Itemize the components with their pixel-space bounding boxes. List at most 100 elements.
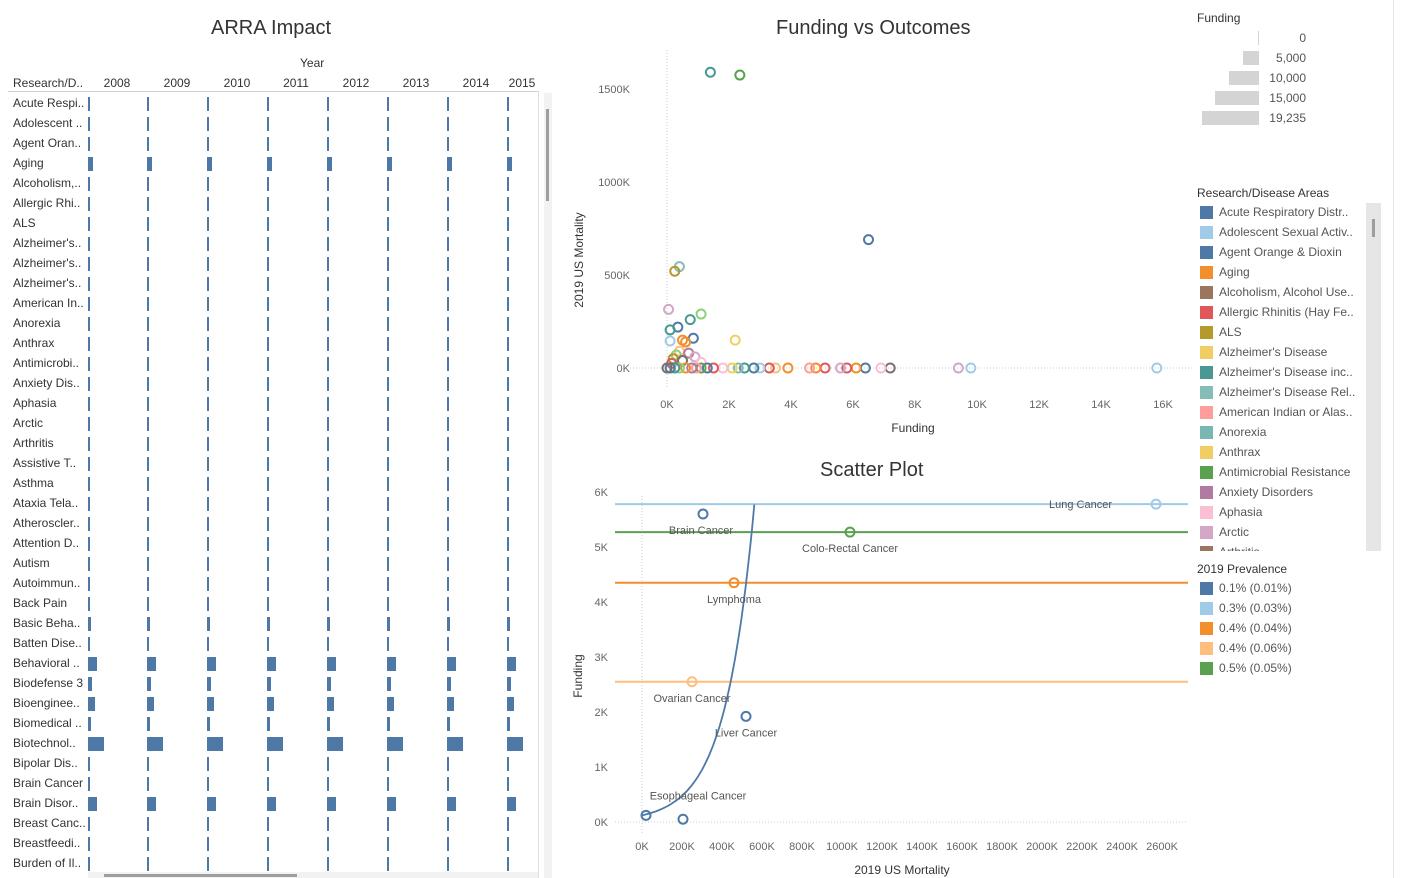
arra-bar[interactable] — [327, 137, 329, 151]
arra-bar[interactable] — [207, 757, 209, 771]
arra-bar[interactable] — [88, 597, 90, 611]
arra-bar[interactable] — [507, 217, 509, 231]
scatter-point[interactable] — [686, 676, 698, 688]
arra-bar[interactable] — [507, 777, 509, 791]
arra-bar[interactable] — [267, 557, 269, 571]
arra-bar[interactable] — [447, 177, 449, 191]
arra-row-label[interactable]: Autism — [13, 556, 50, 570]
fvo-point[interactable] — [734, 69, 746, 81]
arra-bar[interactable] — [387, 277, 389, 291]
arra-bar[interactable] — [507, 97, 509, 111]
fvo-point[interactable] — [859, 362, 871, 374]
arra-bar[interactable] — [447, 477, 449, 491]
arra-bar[interactable] — [88, 257, 90, 271]
arra-bar[interactable] — [507, 537, 509, 551]
fvo-point[interactable] — [689, 351, 701, 363]
arra-bar[interactable] — [88, 457, 90, 471]
arra-bar[interactable] — [207, 257, 209, 271]
arra-bar[interactable] — [267, 497, 269, 511]
fvo-point[interactable] — [804, 362, 816, 374]
arra-bar[interactable] — [327, 357, 329, 371]
arra-bar[interactable] — [207, 697, 214, 711]
arra-bar[interactable] — [507, 837, 509, 851]
arra-bar[interactable] — [207, 377, 209, 391]
arra-bar[interactable] — [327, 817, 329, 831]
arra-bar[interactable] — [387, 97, 389, 111]
arra-bar[interactable] — [147, 497, 149, 511]
arra-bar[interactable] — [447, 697, 454, 711]
arra-bar[interactable] — [447, 657, 456, 671]
arra-bar[interactable] — [387, 437, 389, 451]
arra-bar[interactable] — [267, 837, 269, 851]
arra-bar[interactable] — [147, 137, 149, 151]
funding-vs-outcomes-chart[interactable]: 0K 2K 4K 6K 8K 10K 12K 14K 16K 0K 500K 1000K 1500K F… — [560, 40, 1200, 440]
fvo-point[interactable] — [664, 335, 676, 347]
arra-bar[interactable] — [207, 677, 211, 691]
arra-bar[interactable] — [387, 197, 389, 211]
arra-bar[interactable] — [267, 357, 269, 371]
arra-bar[interactable] — [447, 637, 449, 651]
arra-bar[interactable] — [147, 517, 149, 531]
arra-bar[interactable] — [327, 537, 329, 551]
arra-bar[interactable] — [447, 577, 449, 591]
arra-row-label[interactable]: Anxiety Dis.. — [13, 376, 80, 390]
arra-bar[interactable] — [327, 717, 330, 731]
arra-row-label[interactable]: Biomedical .. — [13, 716, 82, 730]
arra-bar[interactable] — [267, 237, 269, 251]
arra-bar[interactable] — [147, 177, 149, 191]
arra-bar[interactable] — [147, 97, 149, 111]
arra-bar[interactable] — [267, 817, 269, 831]
arra-bar[interactable] — [207, 117, 209, 131]
arra-bar[interactable] — [267, 717, 270, 731]
arra-bar[interactable] — [267, 577, 269, 591]
scatter-point[interactable] — [640, 809, 652, 821]
arra-bar[interactable] — [507, 857, 509, 871]
arra-bar[interactable] — [447, 857, 449, 871]
arra-bar[interactable] — [387, 537, 389, 551]
arra-bar[interactable] — [507, 137, 509, 151]
year-header-2014[interactable]: 2014 — [462, 76, 490, 90]
arra-bar[interactable] — [507, 757, 509, 771]
year-header-2011[interactable]: 2011 — [283, 76, 309, 90]
arra-bar[interactable] — [88, 777, 90, 791]
arra-bar[interactable] — [147, 657, 156, 671]
arra-bar[interactable] — [147, 717, 150, 731]
arra-bar[interactable] — [327, 597, 329, 611]
fvo-point[interactable] — [782, 362, 794, 374]
arra-bar[interactable] — [507, 417, 509, 431]
arra-bar[interactable] — [387, 797, 396, 811]
arra-row-label[interactable]: Back Pain — [13, 596, 68, 610]
arra-bar[interactable] — [267, 397, 269, 411]
arra-row-label[interactable]: Biodefense 3 — [13, 676, 84, 690]
arra-bar[interactable] — [447, 317, 449, 331]
arra-bar[interactable] — [507, 577, 509, 591]
arra-bar[interactable] — [207, 397, 209, 411]
arra-bar[interactable] — [147, 337, 149, 351]
arra-bar[interactable] — [267, 297, 269, 311]
arra-bar[interactable] — [327, 617, 330, 631]
fvo-point[interactable] — [664, 324, 676, 336]
arra-bar[interactable] — [387, 117, 389, 131]
arra-bar[interactable] — [88, 857, 90, 871]
arra-bar[interactable] — [88, 297, 90, 311]
arra-bar[interactable] — [147, 577, 149, 591]
arra-bar[interactable] — [327, 317, 329, 331]
arra-bar[interactable] — [147, 317, 149, 331]
arra-bar[interactable] — [447, 837, 449, 851]
arra-bar[interactable] — [387, 677, 391, 691]
arra-bar[interactable] — [147, 737, 163, 751]
arra-bar[interactable] — [147, 457, 149, 471]
arra-bar[interactable] — [447, 377, 449, 391]
arra-bar[interactable] — [387, 357, 389, 371]
arra-bar[interactable] — [387, 457, 389, 471]
arra-bar[interactable] — [147, 857, 149, 871]
arra-row-label[interactable]: Alcoholism,.. — [13, 176, 82, 190]
fvo-point[interactable] — [686, 362, 698, 374]
fvo-point[interactable] — [763, 362, 775, 374]
arra-bar[interactable] — [327, 337, 329, 351]
fvo-point[interactable] — [1151, 362, 1163, 374]
fvo-point[interactable] — [884, 362, 896, 374]
arra-bar[interactable] — [267, 317, 269, 331]
arra-bar[interactable] — [207, 617, 210, 631]
arra-bar[interactable] — [507, 177, 509, 191]
